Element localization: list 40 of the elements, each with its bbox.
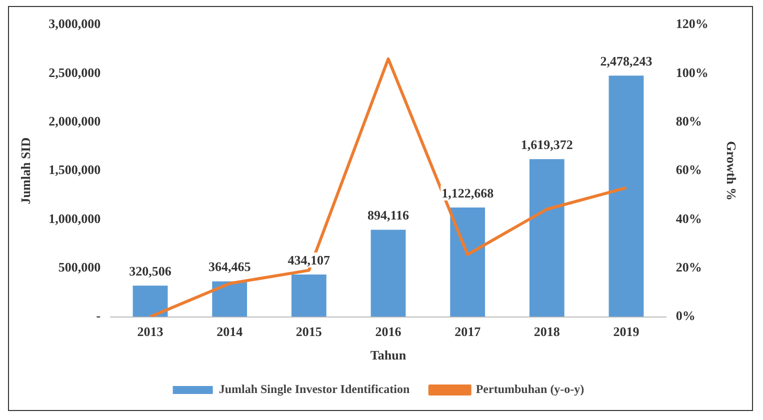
y2-tick-label: 100% bbox=[676, 64, 708, 80]
y-tick-label: 1,500,000 bbox=[48, 162, 101, 178]
y2-tick-label: 0% bbox=[676, 308, 696, 324]
data-label: 2,478,243 bbox=[600, 53, 653, 68]
data-label: 1,122,668 bbox=[442, 185, 494, 200]
x-tick-label: 2015 bbox=[296, 324, 322, 339]
y2-tick-label: 80% bbox=[676, 113, 702, 128]
bar bbox=[212, 281, 248, 317]
data-label: 320,506 bbox=[129, 263, 172, 278]
data-label: 364,465 bbox=[208, 259, 252, 274]
x-tick-label: 2014 bbox=[216, 324, 244, 339]
y-tick-label: 500,000 bbox=[58, 259, 101, 274]
data-label: 894,116 bbox=[367, 208, 410, 223]
bar bbox=[132, 286, 168, 317]
bar bbox=[529, 159, 564, 317]
y2-axis-title: Growth % bbox=[724, 141, 739, 200]
data-label: 434,107 bbox=[288, 252, 331, 268]
legend-label: Pertumbuhan (y-o-y) bbox=[476, 382, 584, 396]
bar bbox=[291, 274, 326, 317]
y2-tick-label: 40% bbox=[676, 210, 702, 226]
y2-tick-label: 20% bbox=[676, 259, 702, 274]
y-tick-label: 3,000,000 bbox=[48, 16, 101, 32]
x-tick-label: 2017 bbox=[454, 324, 482, 339]
y-axis-title: Jumlah SID bbox=[18, 137, 34, 204]
bar bbox=[450, 208, 486, 317]
y2-tick-label: 60% bbox=[676, 162, 702, 178]
x-tick-label: 2018 bbox=[534, 324, 560, 339]
x-tick-label: 2016 bbox=[375, 324, 402, 339]
y-tick-label: 2,500,000 bbox=[48, 64, 101, 80]
legend-label: Jumlah Single Investor Identification bbox=[218, 382, 410, 396]
bar bbox=[608, 76, 644, 317]
y-tick-label: 2,000,000 bbox=[48, 113, 101, 128]
x-tick-label: 2019 bbox=[613, 324, 640, 339]
data-label: 1,619,372 bbox=[520, 137, 573, 152]
bar bbox=[370, 230, 406, 317]
y-tick-label: 1,000,000 bbox=[48, 210, 101, 226]
y2-tick-label: 120% bbox=[676, 16, 708, 32]
x-tick-label: 2013 bbox=[137, 324, 164, 339]
x-axis-title: Tahun bbox=[370, 348, 407, 363]
y-tick-label: - bbox=[96, 308, 101, 324]
